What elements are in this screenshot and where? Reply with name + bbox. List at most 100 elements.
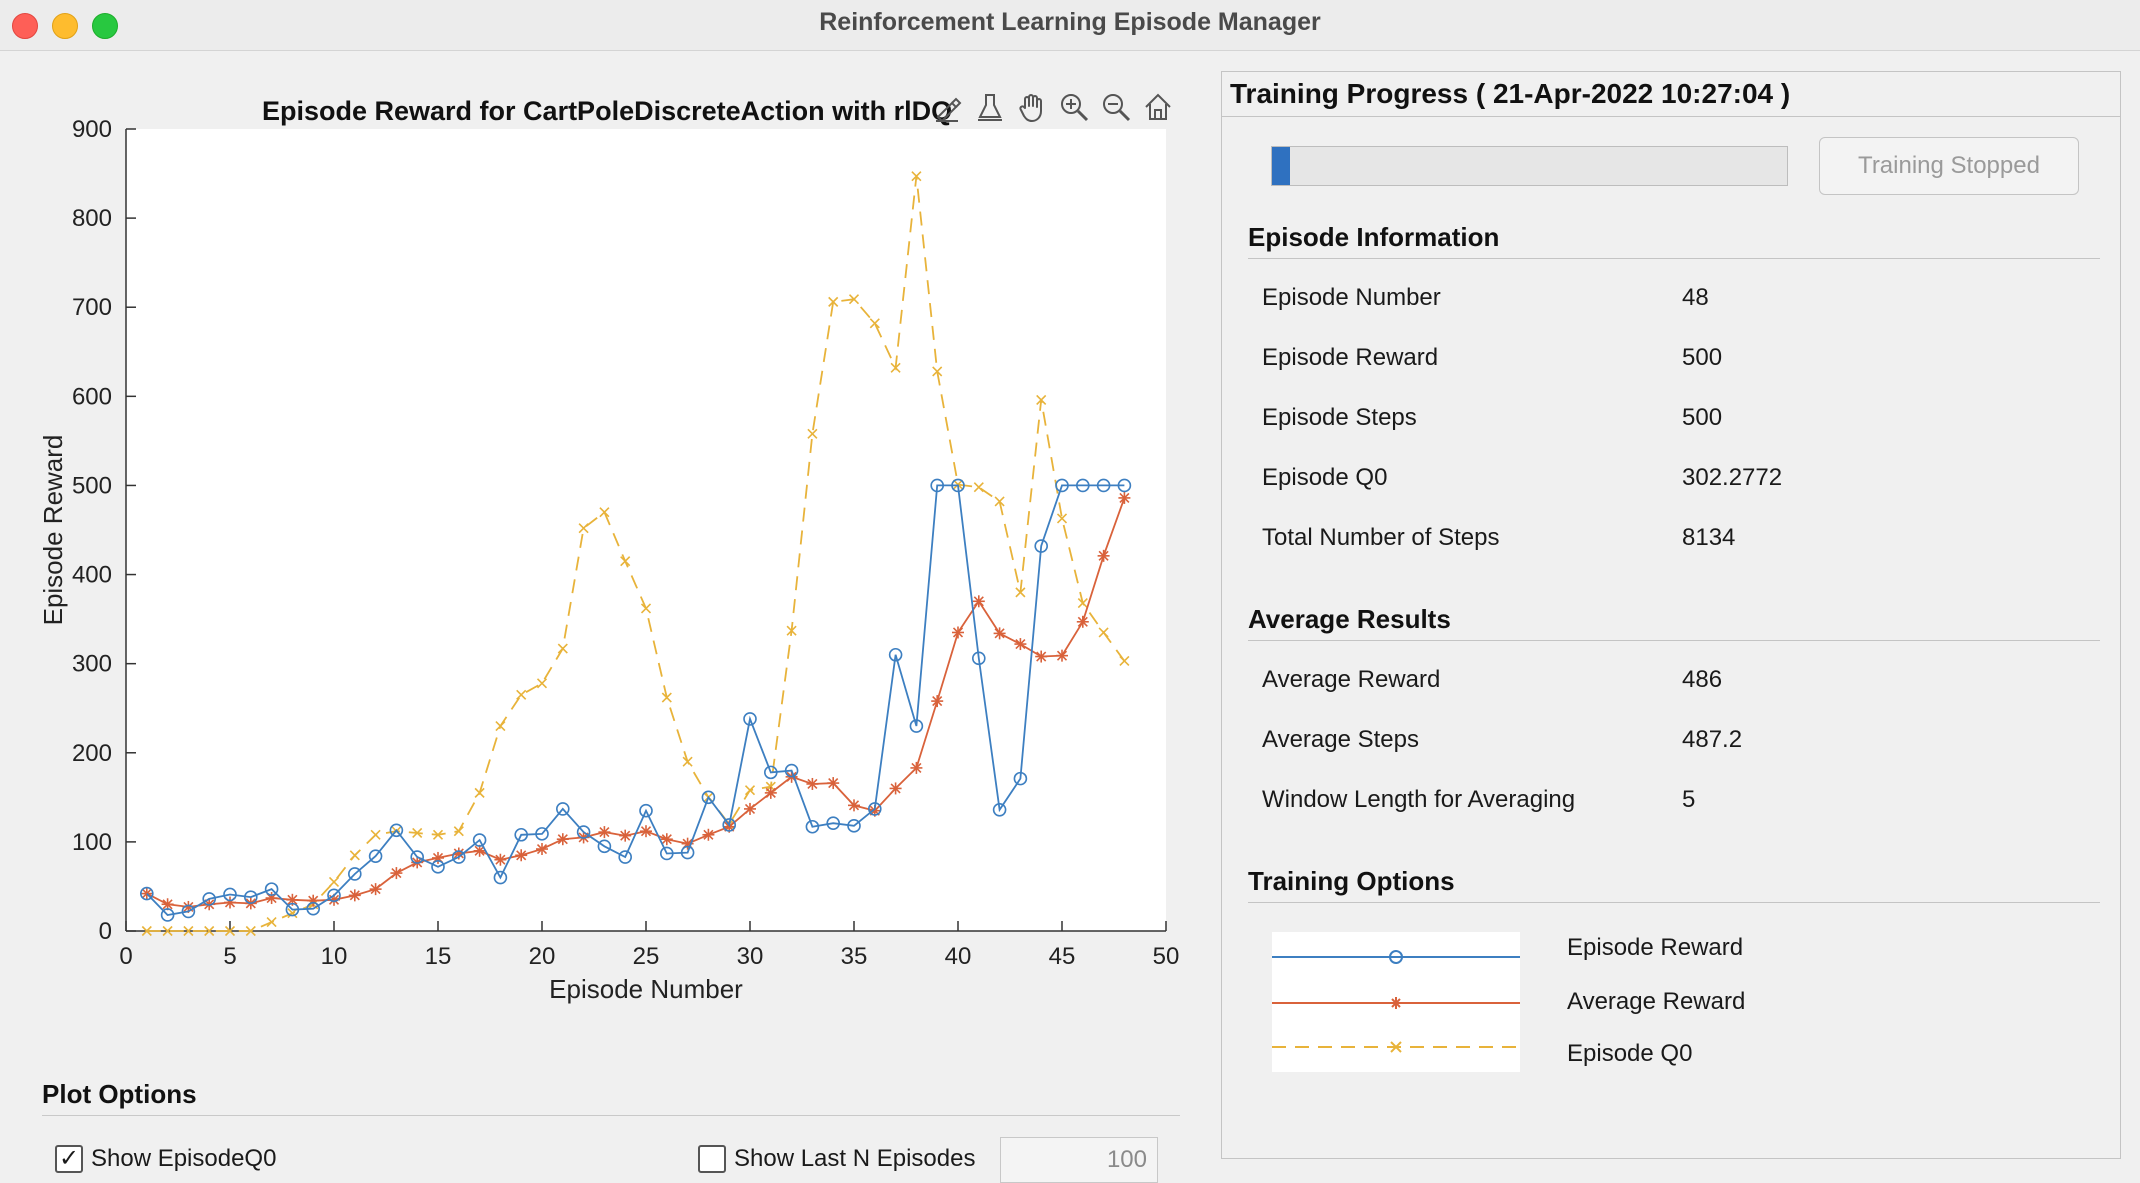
episode-reward-point bbox=[951, 478, 965, 493]
episode-steps-value: 500 bbox=[1682, 404, 1723, 431]
episode-reward-point bbox=[743, 712, 757, 726]
show-q0-checkbox[interactable]: ✓ bbox=[55, 1145, 83, 1173]
episode-reward-point bbox=[264, 882, 279, 896]
episode-q0-point bbox=[911, 171, 922, 182]
episode-reward-point bbox=[472, 833, 487, 847]
episode-reward-point bbox=[1096, 478, 1111, 493]
window-length-label: Window Length for Averaging bbox=[1262, 786, 1576, 813]
training-stopped-button[interactable]: Training Stopped bbox=[1819, 137, 2079, 195]
episode-q0-point bbox=[557, 643, 568, 654]
close-window-button[interactable] bbox=[12, 13, 38, 39]
plot-options-title: Plot Options bbox=[42, 1079, 197, 1109]
average-results-title: Average Results bbox=[1248, 604, 1451, 634]
episode-reward-point bbox=[618, 850, 633, 864]
pan-icon[interactable] bbox=[1014, 89, 1050, 125]
episode-reward-point bbox=[451, 850, 466, 864]
episode-q0-point bbox=[744, 785, 756, 796]
episode-q0-point bbox=[890, 362, 901, 373]
average-reward-point bbox=[369, 883, 382, 896]
x-tick-label: 15 bbox=[425, 943, 452, 970]
zoom-window-button[interactable] bbox=[92, 13, 118, 39]
episode-reward-point bbox=[202, 892, 216, 906]
episode-q0-point bbox=[536, 678, 548, 689]
episode-q0-point bbox=[869, 318, 880, 329]
episode-reward-point bbox=[306, 901, 321, 916]
y-tick-label: 700 bbox=[72, 294, 112, 321]
episode-q0-point bbox=[245, 925, 256, 937]
episode-q0-point bbox=[1056, 513, 1068, 524]
episode-q0-point bbox=[141, 925, 152, 937]
y-axis-label: Episode Reward bbox=[38, 435, 68, 626]
episode-q0-point bbox=[578, 523, 589, 534]
average-reward-point bbox=[390, 867, 403, 880]
episode-q0-point bbox=[620, 556, 631, 567]
divider bbox=[1222, 116, 2120, 117]
training-options-title: Training Options bbox=[1248, 866, 1455, 896]
episode-q0-point bbox=[1098, 627, 1109, 638]
episode-reward-point bbox=[971, 651, 986, 666]
minimize-window-button[interactable] bbox=[52, 13, 78, 39]
episode-reward-point bbox=[160, 908, 175, 922]
episode-q0-point bbox=[266, 917, 277, 928]
episode-q0-point bbox=[994, 496, 1005, 507]
average-reward-point bbox=[1035, 650, 1048, 663]
episode-number-label: Episode Number bbox=[1262, 284, 1441, 311]
y-tick-label: 500 bbox=[72, 472, 112, 499]
episode-q0-point bbox=[661, 692, 672, 703]
average-reward-value: 486 bbox=[1682, 666, 1723, 693]
legend-asterisk-marker-icon bbox=[1390, 997, 1402, 1009]
window-title: Reinforcement Learning Episode Manager bbox=[819, 8, 1321, 36]
episode-q0-point bbox=[183, 925, 194, 937]
episode-q0-point bbox=[224, 925, 236, 937]
title-bar: Reinforcement Learning Episode Manager bbox=[0, 0, 2140, 51]
average-reward-point bbox=[764, 786, 777, 799]
x-tick-label: 35 bbox=[841, 943, 868, 970]
x-tick-label: 50 bbox=[1153, 943, 1180, 970]
home-icon[interactable] bbox=[1140, 89, 1176, 125]
average-reward-point bbox=[931, 695, 944, 708]
episode-reward-point bbox=[805, 819, 820, 834]
episode-reward-point bbox=[847, 819, 861, 833]
total-steps-label: Total Number of Steps bbox=[1262, 524, 1500, 551]
x-tick-label: 10 bbox=[321, 943, 348, 970]
average-reward-point bbox=[536, 843, 548, 856]
episode-reward-point bbox=[514, 827, 529, 842]
episode-reward-point bbox=[389, 823, 404, 838]
series-line-episode-q0 bbox=[146, 176, 1126, 932]
data-tips-icon[interactable] bbox=[972, 89, 1008, 125]
training-progress-panel: Training Progress ( 21-Apr-2022 10:27:04… bbox=[1221, 71, 2121, 1159]
episode-q0-point bbox=[828, 296, 839, 307]
legend-circle-marker-icon bbox=[1389, 950, 1403, 964]
zoom-out-icon[interactable] bbox=[1098, 89, 1134, 125]
episode-reward-point bbox=[140, 886, 154, 901]
y-tick-label: 600 bbox=[72, 383, 112, 410]
last-n-episodes-input[interactable]: 100 bbox=[1000, 1137, 1158, 1183]
episode-q0-point bbox=[1036, 394, 1047, 405]
average-reward-point bbox=[889, 782, 902, 795]
y-tick-label: 900 bbox=[72, 116, 112, 143]
brush-tool-icon[interactable] bbox=[930, 89, 966, 125]
show-last-n-option[interactable]: Show Last N Episodes bbox=[698, 1145, 975, 1173]
episode-q0-point bbox=[474, 787, 485, 798]
zoom-in-icon[interactable] bbox=[1056, 89, 1092, 125]
show-last-n-checkbox[interactable] bbox=[698, 1145, 726, 1173]
episode-q0-point bbox=[1119, 655, 1130, 667]
episode-reward-point bbox=[576, 825, 591, 839]
episode-reward-point bbox=[784, 763, 799, 778]
average-reward-point bbox=[640, 825, 652, 838]
episode-q0-point bbox=[412, 827, 423, 839]
divider bbox=[1248, 902, 2100, 903]
episode-q0-point bbox=[162, 925, 173, 937]
episode-q0-point bbox=[1077, 598, 1088, 609]
episode-reward-point bbox=[1013, 771, 1028, 786]
series-line-episode-reward bbox=[146, 484, 1125, 916]
plot-background bbox=[126, 129, 1166, 931]
episode-reward-point bbox=[909, 719, 924, 733]
divider bbox=[1248, 640, 2100, 641]
axes-toolbar bbox=[930, 89, 1176, 129]
plot-panel: 0 100 200 300 400 500 600 700 800 900 0 5 10 15 20 25 30… bbox=[0, 51, 1205, 1183]
episode-reward-point bbox=[888, 647, 903, 662]
show-q0-option[interactable]: ✓ Show EpisodeQ0 bbox=[55, 1145, 276, 1173]
y-tick-label: 0 bbox=[99, 918, 112, 945]
episode-q0-point bbox=[349, 850, 360, 861]
